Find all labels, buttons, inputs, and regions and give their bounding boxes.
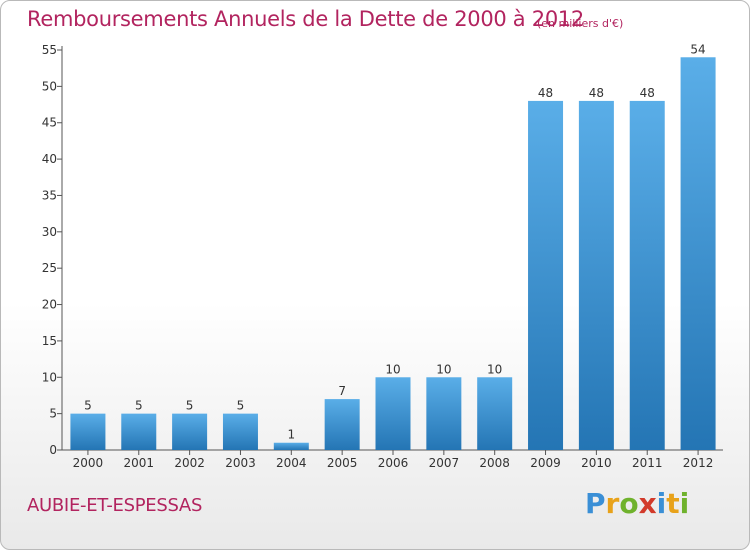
- y-tick-label: 40: [42, 152, 57, 166]
- data-label: 5: [237, 399, 245, 413]
- bar: [578, 100, 614, 450]
- y-tick-label: 50: [42, 79, 57, 93]
- bar: [121, 413, 157, 450]
- logo-letter: P: [585, 487, 606, 520]
- x-tick-label: 2012: [683, 456, 714, 470]
- bar: [680, 57, 716, 450]
- x-tick-label: 2001: [123, 456, 154, 470]
- data-label: 10: [385, 362, 400, 376]
- y-tick-label: 20: [42, 298, 57, 312]
- logo-letter: r: [605, 487, 620, 520]
- data-label: 10: [487, 362, 502, 376]
- y-tick-label: 55: [42, 43, 57, 57]
- x-tick-label: 2005: [327, 456, 358, 470]
- data-label: 7: [338, 384, 346, 398]
- x-tick-label: 2011: [632, 456, 663, 470]
- bar: [375, 377, 411, 450]
- bar: [528, 100, 564, 450]
- bar: [70, 413, 106, 450]
- y-tick-label: 10: [42, 370, 57, 384]
- data-label: 5: [135, 399, 143, 413]
- data-label: 48: [640, 86, 655, 100]
- x-tick-label: 2007: [429, 456, 460, 470]
- proxiti-logo: Proxiti: [585, 487, 689, 520]
- bar: [324, 399, 360, 450]
- chart-title: Remboursements Annuels de la Dette de 20…: [27, 7, 584, 31]
- data-label: 48: [589, 86, 604, 100]
- y-tick-label: 30: [42, 225, 57, 239]
- logo-letter: i: [656, 487, 667, 520]
- x-tick-label: 2000: [73, 456, 104, 470]
- bar: [222, 413, 258, 450]
- bar: [172, 413, 208, 450]
- y-tick-label: 15: [42, 334, 57, 348]
- y-tick-label: 45: [42, 116, 57, 130]
- logo-letter: t: [666, 487, 680, 520]
- y-tick-label: 0: [49, 443, 57, 457]
- bars: [70, 57, 716, 450]
- bar: [629, 100, 665, 450]
- labels: 5 5 5 5 1 7 10 10 10 48 48 48 54: [84, 42, 706, 441]
- y-tick-label: 25: [42, 261, 57, 275]
- x-tick-label: 2009: [530, 456, 561, 470]
- bar: [426, 377, 462, 450]
- logo-letter: i: [679, 487, 690, 520]
- x-tick-label: 2010: [581, 456, 612, 470]
- logo-letter: o: [619, 487, 639, 520]
- y-tick-label: 35: [42, 188, 57, 202]
- data-label: 1: [287, 428, 295, 442]
- x-tick-label: 2004: [276, 456, 307, 470]
- logo-letter: x: [638, 487, 657, 520]
- y-tick-label: 5: [49, 407, 57, 421]
- x-tick-label: 2003: [225, 456, 256, 470]
- data-label: 5: [84, 399, 92, 413]
- data-label: 54: [690, 42, 705, 56]
- data-label: 10: [436, 362, 451, 376]
- data-label: 48: [538, 86, 553, 100]
- x-tick-label: 2002: [174, 456, 205, 470]
- unit-label: (en milliers d'€): [537, 17, 624, 30]
- x-tick-label: 2008: [479, 456, 510, 470]
- x-tick-label: 2006: [378, 456, 409, 470]
- data-label: 5: [186, 399, 194, 413]
- bar: [477, 377, 513, 450]
- commune-name: AUBIE-ET-ESPESSAS: [27, 495, 203, 516]
- bar: [273, 442, 309, 450]
